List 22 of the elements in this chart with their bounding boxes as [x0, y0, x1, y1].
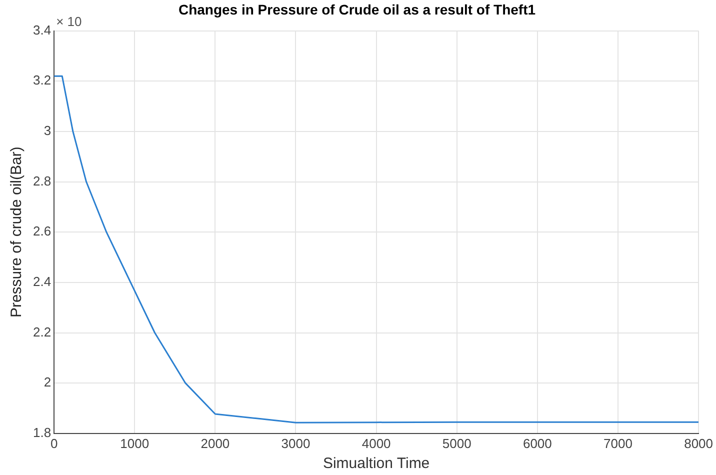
- y-tick-label: 2.6: [32, 224, 52, 239]
- y-tick-label: 2: [44, 374, 52, 390]
- x-tick-label: 4000: [362, 436, 391, 451]
- text: × 10: [56, 14, 82, 29]
- x-tick-label: 0: [50, 436, 58, 451]
- x-tick-label: 7000: [604, 436, 632, 451]
- chart-title: Changes in Pressure of Crude oil as a result of Theft1: [178, 1, 536, 18]
- y-tick-label: 2.4: [32, 274, 52, 290]
- y-tick-label: 3.2: [32, 72, 52, 88]
- y-tick-label: 1.8: [32, 424, 52, 440]
- y-tick-label: 2.2: [32, 324, 52, 340]
- x-axis-title: Simualtion Time: [322, 455, 430, 472]
- x-tick-label: 6000: [522, 436, 552, 451]
- x-tick-label: 5000: [442, 436, 472, 451]
- x-tick-label: 8000: [684, 436, 713, 451]
- x-tick-label: 1000: [120, 436, 150, 451]
- y-tick-label: 2.8: [32, 173, 52, 188]
- y-tick-label: 3: [44, 123, 52, 138]
- y-axis-title: Pressure of crude oil(Bar): [8, 146, 26, 318]
- x-tick-label: 3000: [281, 436, 310, 451]
- x-tick-label: 2000: [200, 436, 230, 451]
- y-tick-label: 3.4: [32, 22, 52, 38]
